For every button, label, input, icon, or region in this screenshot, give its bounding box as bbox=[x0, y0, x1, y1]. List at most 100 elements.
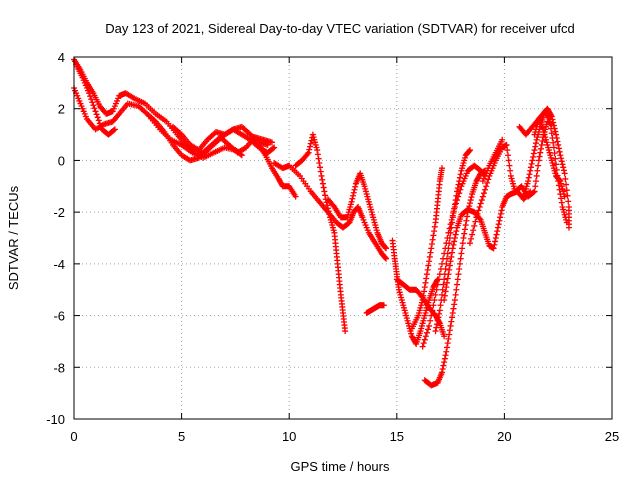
data-point bbox=[561, 170, 568, 177]
data-point bbox=[449, 309, 456, 316]
data-point bbox=[554, 138, 561, 145]
data-point bbox=[432, 291, 439, 298]
x-tick-label: 20 bbox=[497, 429, 511, 444]
data-point bbox=[476, 203, 483, 210]
data-point bbox=[320, 184, 327, 191]
data-point bbox=[454, 276, 461, 283]
data-point bbox=[526, 171, 533, 178]
data-point bbox=[423, 271, 430, 278]
data-point bbox=[444, 344, 451, 351]
data-point bbox=[88, 96, 95, 103]
data-point bbox=[538, 141, 545, 148]
data-point bbox=[444, 279, 451, 286]
data-point bbox=[426, 322, 433, 329]
data-point bbox=[496, 217, 503, 224]
data-point bbox=[451, 297, 458, 304]
data-point bbox=[457, 186, 464, 193]
data-point bbox=[382, 244, 389, 251]
data-point bbox=[264, 141, 271, 148]
data-point bbox=[553, 161, 560, 168]
data-point bbox=[419, 297, 426, 304]
data-point bbox=[555, 145, 562, 152]
data-point bbox=[380, 302, 387, 309]
data-point bbox=[426, 253, 433, 260]
data-point bbox=[434, 317, 441, 324]
data-point bbox=[444, 235, 451, 241]
data-point bbox=[563, 187, 570, 194]
data-point bbox=[450, 208, 457, 215]
data-point bbox=[438, 165, 445, 172]
data-point bbox=[525, 178, 532, 185]
data-point bbox=[551, 150, 558, 157]
data-point bbox=[420, 292, 427, 299]
data-point bbox=[461, 230, 468, 237]
data-point bbox=[441, 297, 448, 304]
data-point bbox=[556, 186, 563, 193]
data-point bbox=[442, 352, 449, 359]
data-point bbox=[421, 288, 428, 295]
data-point bbox=[503, 141, 510, 148]
data-point bbox=[485, 176, 492, 183]
data-point bbox=[493, 231, 500, 238]
x-tick-label: 25 bbox=[605, 429, 619, 444]
data-point bbox=[441, 276, 448, 283]
data-point bbox=[350, 189, 357, 196]
data-point bbox=[565, 224, 572, 231]
data-point bbox=[425, 326, 432, 333]
data-point bbox=[555, 141, 562, 148]
data-point bbox=[560, 167, 567, 174]
data-point bbox=[557, 152, 564, 159]
data-point bbox=[423, 329, 430, 336]
data-point bbox=[546, 116, 553, 123]
data-point bbox=[536, 153, 543, 160]
data-point bbox=[452, 200, 459, 207]
data-point bbox=[237, 151, 244, 158]
data-point bbox=[474, 210, 481, 217]
data-point bbox=[428, 241, 435, 248]
data-point bbox=[431, 228, 438, 235]
data-point bbox=[466, 147, 473, 154]
data-point bbox=[507, 167, 514, 174]
data-point bbox=[424, 266, 431, 273]
data-point bbox=[90, 102, 97, 109]
data-point bbox=[450, 305, 457, 312]
x-axis-label: GPS time / hours bbox=[291, 459, 390, 474]
data-point bbox=[562, 175, 569, 182]
data-point bbox=[452, 231, 459, 238]
data-point bbox=[535, 162, 542, 169]
data-point bbox=[457, 255, 464, 262]
data-point bbox=[317, 168, 324, 175]
data-point bbox=[494, 228, 501, 235]
data-point bbox=[326, 211, 333, 218]
data-point bbox=[440, 255, 447, 262]
data-point bbox=[556, 177, 563, 184]
data-point bbox=[419, 343, 426, 350]
data-point bbox=[422, 279, 429, 286]
data-point bbox=[317, 164, 324, 171]
data-point bbox=[430, 302, 437, 309]
data-point bbox=[535, 157, 542, 164]
data-point bbox=[451, 203, 458, 210]
data-point bbox=[115, 112, 122, 119]
y-tick-labels: 4 2 0 -2 -4 -6 -8 -10 bbox=[46, 50, 65, 427]
data-point bbox=[428, 245, 435, 252]
data-point bbox=[449, 249, 456, 256]
series-arc-j bbox=[363, 302, 387, 316]
data-point bbox=[548, 125, 555, 132]
chart-title: Day 123 of 2021, Sidereal Day-to-day VTE… bbox=[105, 21, 574, 36]
data-point bbox=[468, 235, 475, 242]
data-point bbox=[324, 202, 331, 209]
data-point bbox=[468, 194, 475, 201]
data-point bbox=[550, 139, 557, 146]
data-point bbox=[497, 210, 504, 217]
data-point bbox=[483, 183, 490, 190]
data-point bbox=[459, 245, 466, 252]
data-point bbox=[238, 152, 245, 159]
data-point bbox=[437, 266, 444, 273]
data-point bbox=[436, 271, 443, 278]
grid-lines bbox=[73, 56, 613, 420]
data-point bbox=[451, 238, 458, 245]
data-point bbox=[558, 158, 565, 165]
data-point bbox=[322, 192, 329, 199]
